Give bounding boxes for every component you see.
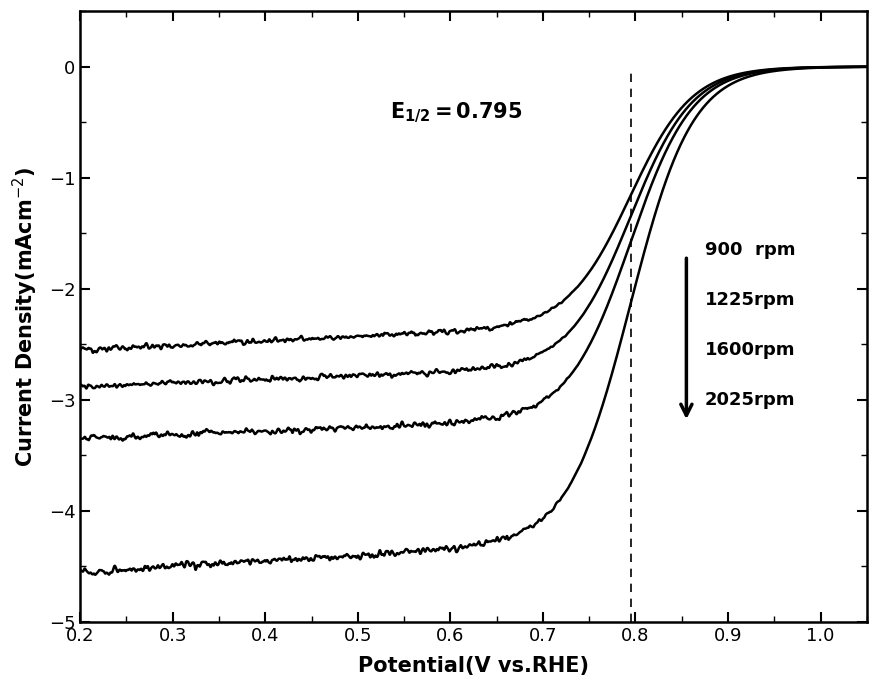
- Y-axis label: Current Density(mAcm$^{-2}$): Current Density(mAcm$^{-2}$): [11, 166, 40, 466]
- Text: $\mathbf{E_{1/2}}$$\mathbf{=0.795}$: $\mathbf{E_{1/2}}$$\mathbf{=0.795}$: [389, 101, 522, 126]
- Text: 900  rpm: 900 rpm: [704, 241, 795, 259]
- Text: 2025rpm: 2025rpm: [704, 391, 795, 409]
- X-axis label: Potential(V vs.RHE): Potential(V vs.RHE): [358, 656, 588, 676]
- Text: 1225rpm: 1225rpm: [704, 291, 795, 309]
- Text: 1600rpm: 1600rpm: [704, 341, 795, 359]
